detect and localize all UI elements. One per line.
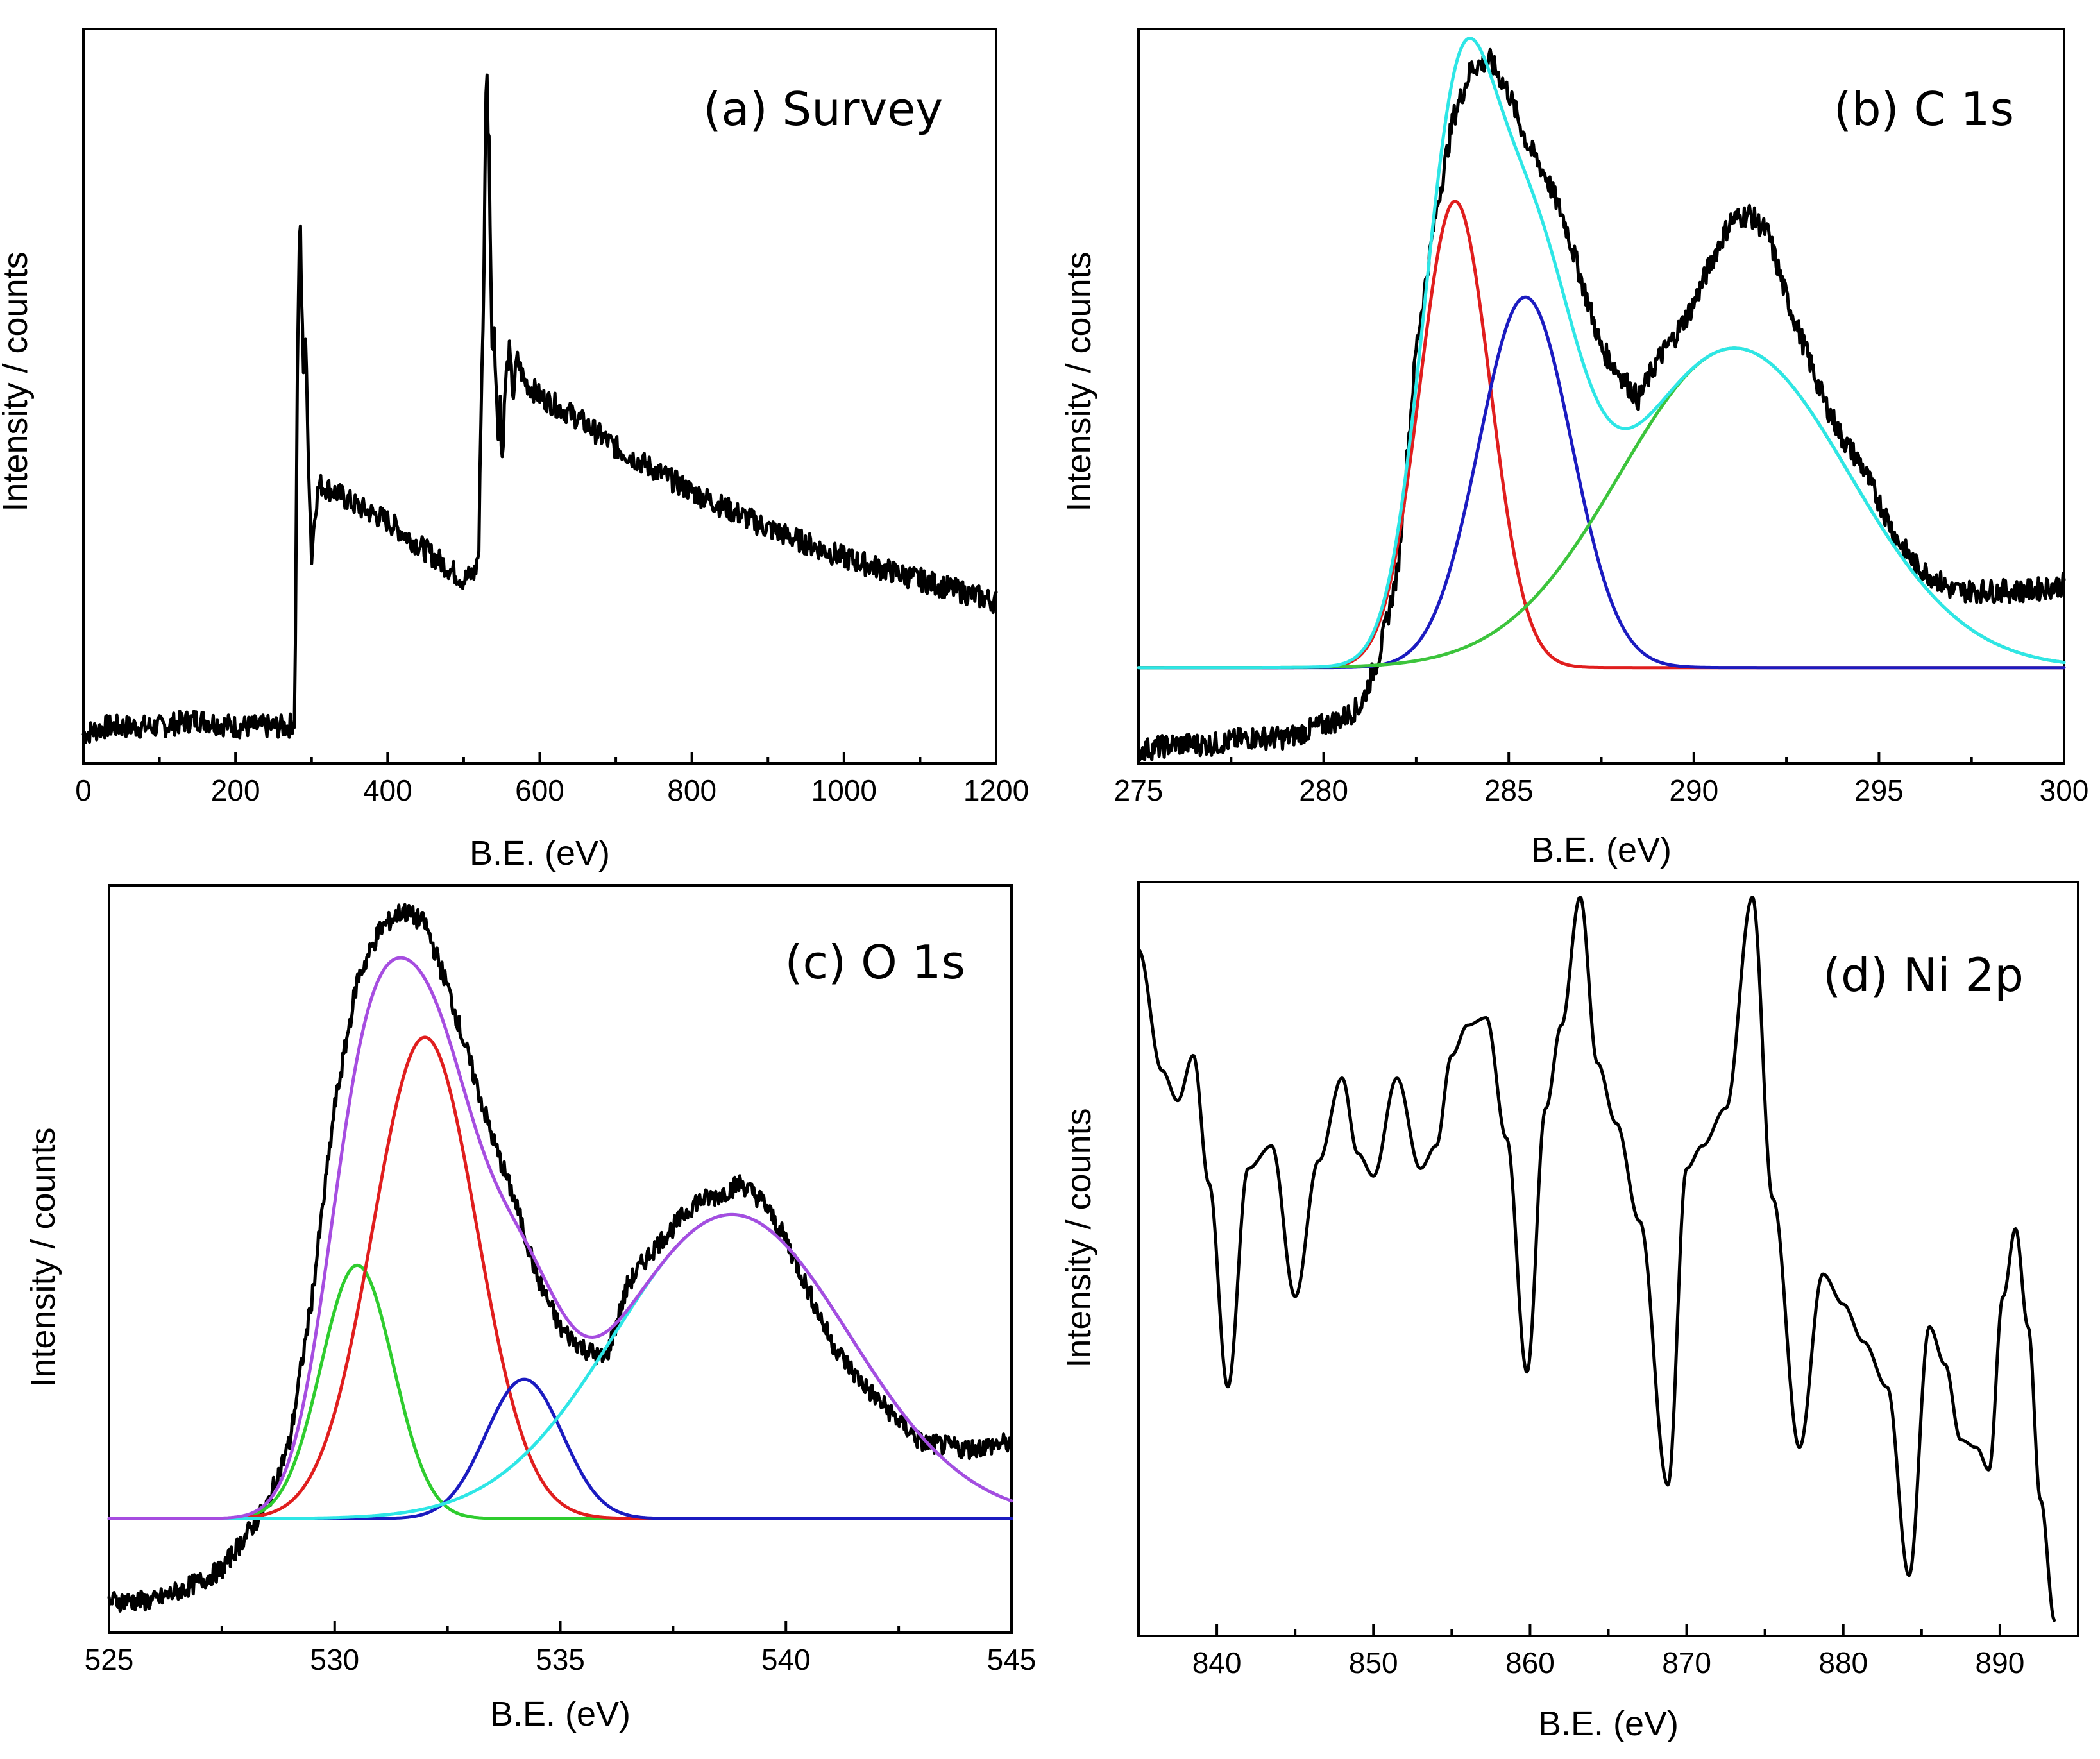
x-axis-label: B.E. (eV) <box>470 834 610 872</box>
series-line-envelope <box>107 956 1013 1520</box>
x-tick-label: 840 <box>1192 1646 1242 1679</box>
x-axis-label: B.E. (eV) <box>1538 1704 1679 1743</box>
y-axis-label: Intensity / counts <box>1060 251 1098 511</box>
y-axis-label: Intensity / counts <box>24 1127 62 1387</box>
x-tick-label: 1000 <box>811 774 877 807</box>
x-axis: 275 280 285 290 295 300 <box>1114 752 2089 807</box>
x-tick-label: 530 <box>310 1643 359 1676</box>
x-axis-label: B.E. (eV) <box>1531 831 1672 869</box>
y-axis-label: Intensity / counts <box>0 251 35 511</box>
plot-area <box>1137 37 2066 762</box>
chart-o1s: 525 530 535 540 545 (c) O 1s B.E. (eV) Inten… <box>24 884 1037 1733</box>
x-tick-label: 290 <box>1669 774 1718 807</box>
x-tick-label: 0 <box>75 774 92 807</box>
chart-c1s: 275 280 285 290 295 300 (b) C 1s B.E. (eV) In… <box>1060 28 2089 869</box>
x-tick-label: 850 <box>1349 1646 1398 1679</box>
x-axis: 0 200 400 600 800 1000 1200 <box>75 752 1029 807</box>
x-tick-label: 400 <box>363 774 412 807</box>
plot-area <box>1137 896 2056 1622</box>
x-tick-label: 545 <box>987 1643 1037 1676</box>
x-tick-label: 285 <box>1484 774 1534 807</box>
series-line-survey <box>81 73 998 744</box>
series-line-ni-2p <box>1137 896 2056 1622</box>
x-tick-label: 295 <box>1854 774 1904 807</box>
plot-area <box>107 903 1013 1613</box>
series-line-envelope <box>1137 37 2066 670</box>
panel-title: (c) O 1s <box>784 935 965 989</box>
series-line-experimental <box>1137 47 2066 762</box>
x-tick-label: 200 <box>211 774 260 807</box>
x-axis: 840 850 860 870 880 890 <box>1137 1624 2079 1679</box>
panel-title: (b) C 1s <box>1834 82 2014 136</box>
x-tick-label: 1200 <box>963 774 1029 807</box>
x-tick-label: 280 <box>1299 774 1348 807</box>
x-tick-label: 535 <box>536 1643 585 1676</box>
x-tick-label: 525 <box>85 1643 134 1676</box>
panel-title: (a) Survey <box>703 82 943 136</box>
x-tick-label: 300 <box>2040 774 2089 807</box>
plot-area <box>81 73 998 744</box>
x-tick-label: 800 <box>667 774 716 807</box>
x-axis-label: B.E. (eV) <box>490 1695 631 1733</box>
y-axis-label: Intensity / counts <box>1060 1108 1098 1368</box>
x-tick-label: 275 <box>1114 774 1164 807</box>
x-tick-label: 540 <box>761 1643 811 1676</box>
x-tick-label: 870 <box>1662 1646 1711 1679</box>
x-tick-label: 600 <box>515 774 564 807</box>
x-tick-label: 880 <box>1818 1646 1868 1679</box>
x-axis: 525 530 535 540 545 <box>85 1621 1037 1676</box>
x-tick-label: 860 <box>1505 1646 1555 1679</box>
chart-survey: 0 200 400 600 800 1000 1200 (a) Survey B.E. (e… <box>0 28 1029 872</box>
panel-title: (d) Ni 2p <box>1823 948 2024 1002</box>
x-tick-label: 890 <box>1976 1646 2025 1679</box>
